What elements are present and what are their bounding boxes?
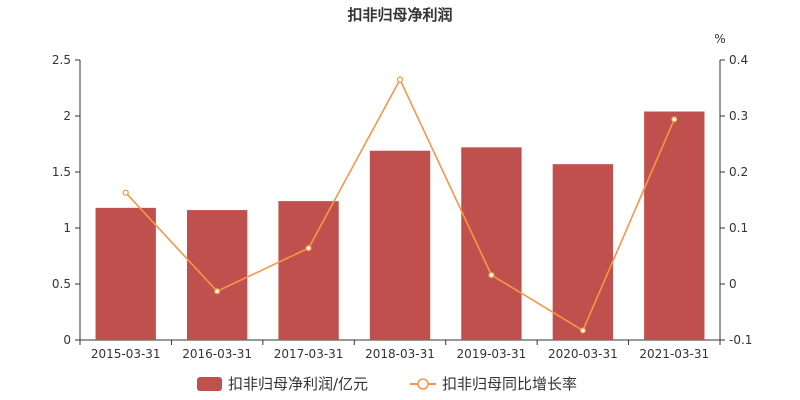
right-tick-label: 0.3 (729, 109, 748, 123)
right-tick-label: 0.2 (729, 165, 748, 179)
line-point[interactable] (305, 245, 312, 252)
left-axis-ticks: 0 0.5 1 1.5 2 2.5 (52, 53, 80, 347)
line-point[interactable] (671, 116, 678, 123)
left-tick-label: 2 (63, 109, 71, 123)
legend-line-marker (417, 378, 429, 390)
bar[interactable] (552, 164, 614, 340)
bar[interactable] (369, 150, 431, 340)
right-axis-ticks: -0.1 0 0.1 0.2 0.3 0.4 (720, 53, 752, 347)
x-axis-ticks: 2015-03-31 2016-03-31 2017-03-31 2018-03-31… (79, 340, 721, 361)
right-tick-label: 0.1 (729, 221, 748, 235)
x-tick-label: 2015-03-31 (91, 347, 161, 361)
bar-series (95, 111, 705, 341)
x-tick-label: 2017-03-31 (274, 347, 344, 361)
right-tick-label: 0 (729, 277, 737, 291)
bar[interactable] (95, 207, 156, 340)
chart-title: 扣非归母净利润 (347, 6, 452, 24)
x-tick-label: 2018-03-31 (365, 347, 435, 361)
legend-bar-swatch (197, 377, 222, 391)
legend[interactable]: 扣非归母净利润/亿元 扣非归母同比增长率 (197, 375, 577, 393)
left-tick-label: 2.5 (52, 53, 71, 67)
left-tick-label: 0 (63, 333, 71, 347)
left-tick-label: 1 (63, 221, 71, 235)
line-point[interactable] (579, 327, 586, 334)
left-tick-label: 0.5 (52, 277, 71, 291)
x-tick-label: 2016-03-31 (182, 347, 252, 361)
left-tick-label: 1.5 (52, 165, 71, 179)
legend-bar-label: 扣非归母净利润/亿元 (228, 375, 368, 393)
line-point[interactable] (214, 288, 221, 295)
bar[interactable] (186, 210, 248, 340)
bar[interactable] (461, 147, 522, 340)
bar[interactable] (278, 201, 339, 340)
x-tick-label: 2021-03-31 (639, 347, 709, 361)
right-tick-label: 0.4 (729, 53, 748, 67)
line-series (122, 76, 678, 334)
legend-line-label: 扣非归母同比增长率 (442, 375, 577, 393)
line-point[interactable] (122, 189, 129, 196)
line-point[interactable] (396, 76, 404, 83)
line-point[interactable] (488, 271, 495, 279)
right-axis-label: % (714, 32, 725, 46)
x-tick-label: 2020-03-31 (548, 347, 618, 361)
bar[interactable] (644, 111, 705, 341)
x-tick-label: 2019-03-31 (457, 347, 527, 361)
right-tick-label: -0.1 (729, 333, 752, 347)
